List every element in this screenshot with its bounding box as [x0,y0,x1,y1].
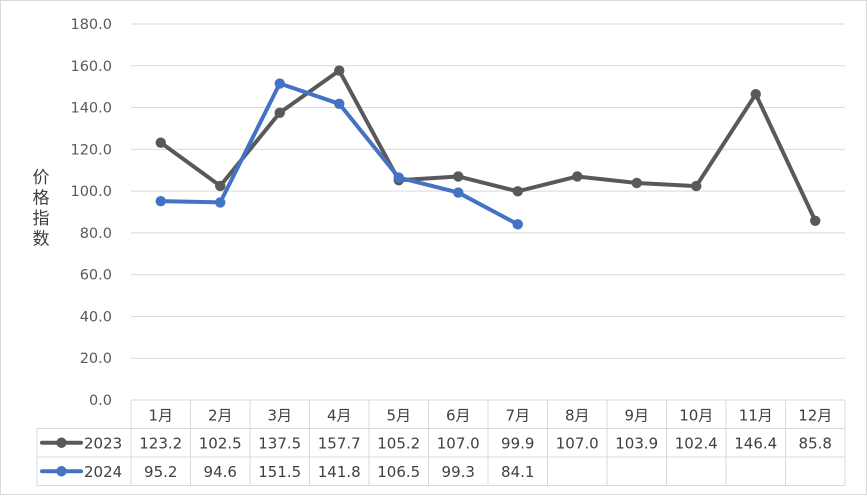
table-cell-value: 99.9 [501,434,534,452]
series-line [158,68,818,223]
x-category-label: 10月 [679,406,713,424]
table-cell-value: 141.8 [318,463,361,481]
y-axis-title-char: 价 [33,168,50,188]
data-point [334,98,345,109]
table-cell-value: 94.6 [204,463,237,481]
y-tick-label: 120.0 [70,142,112,158]
table-cell-value: 102.5 [199,434,242,452]
table-cell-value: 107.0 [437,434,480,452]
data-point [750,88,761,100]
series-2023 [155,65,821,226]
x-category-label: 8月 [565,406,590,424]
legend-key-2024 [40,466,83,477]
y-axis-title-char: 格 [33,189,50,209]
series-lines [155,65,821,230]
table-cell-value: 146.4 [734,434,777,452]
data-point [155,195,166,207]
y-tick-label: 0.0 [89,393,112,409]
table-cell-value: 95.2 [144,463,177,481]
legend-series-name: 2023 [84,434,122,452]
legend-marker [56,437,67,448]
data-point [512,186,523,197]
table-cell-value: 102.4 [675,434,718,452]
x-category-label: 1月 [148,406,173,424]
data-point [215,180,226,192]
x-category-label: 6月 [446,406,471,424]
table-cell-value: 137.5 [258,434,301,452]
data-table: 1月 2月 3月 4月 5月 6月 7月 8月 9月 10月 11月 12月 2023 123.2 102.… [36,399,846,486]
table-cell-value: 103.9 [615,434,658,452]
y-tick-label: 60.0 [80,268,112,284]
data-point [631,177,642,189]
data-point [453,171,464,182]
table-cell-value: 84.1 [501,463,534,481]
table-cell-value: 99.3 [442,463,475,481]
y-tick-label: 180.0 [70,17,112,33]
series-2024 [155,78,523,230]
y-axis-title-char: 数 [33,230,50,250]
y-tick-label: 20.0 [80,351,112,367]
data-point [274,107,285,118]
table-cell-value: 123.2 [139,434,182,452]
table-cell-value: 157.7 [318,434,361,452]
data-point [155,137,166,148]
data-point [393,172,404,183]
x-category-label: 3月 [267,406,292,424]
table-cell-value: 151.5 [258,463,301,481]
y-axis-title-char: 指 [33,209,50,229]
data-point [453,187,464,198]
x-category-label: 2月 [208,406,233,424]
x-category-label: 11月 [739,406,773,424]
x-category-label: 12月 [798,406,832,424]
data-point [215,197,226,208]
legend-marker [56,466,67,477]
table-cell-value: 85.8 [799,434,832,452]
y-tick-label: 40.0 [80,309,112,325]
legend-series-name: 2024 [84,463,122,481]
x-category-label: 5月 [386,406,411,424]
y-tick-label: 140.0 [70,101,112,117]
data-point [512,219,523,230]
y-tick-label: 160.0 [70,59,112,75]
data-point [572,171,583,182]
x-category-label: 9月 [624,406,649,424]
x-category-label: 4月 [327,406,352,424]
table-cell-value: 105.2 [377,434,420,452]
y-tick-label: 80.0 [80,226,112,242]
data-point [274,78,285,89]
legend-key-2023 [40,437,83,448]
table-cell-value: 106.5 [377,463,420,481]
table-cell-value: 107.0 [556,434,599,452]
data-point [334,65,345,76]
y-tick-label: 100.0 [70,184,112,200]
data-point [691,180,702,192]
y-axis-ticks: 0.0 20.0 40.0 60.0 80.0 100.0 120.0 140.0 160.0 1… [70,17,112,409]
x-category-label: 7月 [505,406,530,424]
data-point [810,215,821,226]
